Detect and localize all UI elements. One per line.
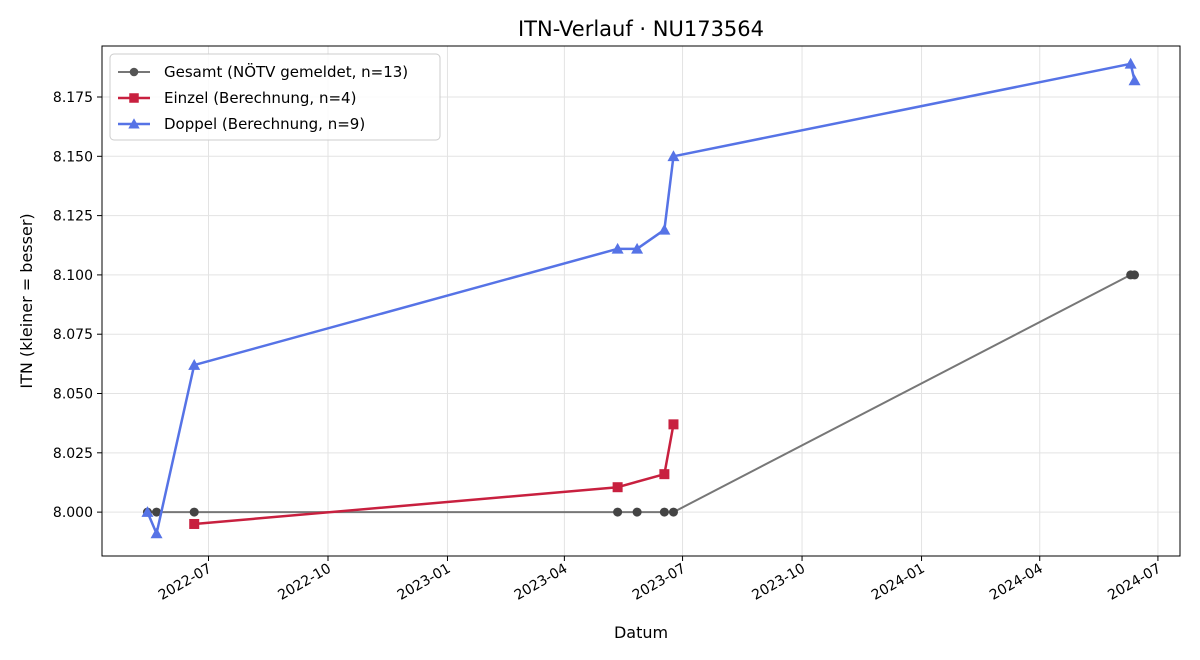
y-tick-label: 8.050 bbox=[53, 387, 93, 403]
series-circle bbox=[142, 270, 1140, 517]
data-point bbox=[188, 359, 201, 370]
y-tick-label: 8.125 bbox=[53, 209, 93, 225]
data-point bbox=[668, 419, 679, 430]
data-point bbox=[612, 482, 623, 493]
data-point bbox=[1130, 270, 1140, 280]
series-triangle bbox=[141, 57, 1141, 539]
data-point bbox=[631, 242, 644, 254]
data-point bbox=[613, 507, 623, 517]
plot-frame bbox=[101, 45, 1181, 557]
y-tick-label: 8.100 bbox=[53, 268, 93, 284]
legend-box bbox=[109, 53, 441, 141]
series-layer bbox=[141, 57, 1141, 539]
y-axis: 8.000 8.025 8.050 8.075 8.100 8.125 8.150 8.175 bbox=[53, 90, 102, 521]
series-square bbox=[189, 419, 679, 529]
data-point bbox=[668, 507, 678, 517]
data-point bbox=[659, 507, 669, 517]
data-point bbox=[1124, 57, 1137, 69]
legend: Gesamt (NÖTV gemeldet, n=13) Einzel (Bere… bbox=[109, 53, 441, 141]
legend-label: Doppel (Berechnung, n=9) bbox=[164, 115, 365, 133]
data-point bbox=[150, 527, 163, 539]
legend-label: Gesamt (NÖTV gemeldet, n=13) bbox=[164, 62, 408, 81]
y-tick-label: 8.025 bbox=[53, 446, 93, 462]
data-point bbox=[152, 507, 162, 517]
data-point bbox=[1128, 74, 1141, 86]
series-line bbox=[194, 424, 675, 526]
data-point bbox=[659, 469, 670, 480]
data-point bbox=[632, 507, 642, 517]
legend-label: Einzel (Berechnung, n=4) bbox=[164, 89, 356, 107]
data-point bbox=[611, 242, 624, 254]
y-axis-label: ITN (kleiner = besser) bbox=[17, 213, 36, 388]
data-point bbox=[189, 518, 200, 529]
data-point bbox=[658, 223, 671, 235]
data-point bbox=[189, 507, 199, 517]
data-point bbox=[128, 118, 140, 129]
data-point bbox=[129, 93, 139, 103]
y-tick-label: 8.000 bbox=[53, 505, 93, 521]
y-tick-label: 8.075 bbox=[53, 327, 93, 343]
y-tick-label: 8.150 bbox=[53, 149, 93, 165]
y-tick-label: 8.175 bbox=[53, 90, 93, 106]
data-point bbox=[667, 150, 680, 162]
data-point bbox=[129, 67, 139, 77]
chart-title: ITN-Verlauf · NU173564 bbox=[518, 17, 764, 41]
data-point bbox=[141, 506, 154, 517]
x-axis-label: Datum bbox=[614, 623, 668, 642]
